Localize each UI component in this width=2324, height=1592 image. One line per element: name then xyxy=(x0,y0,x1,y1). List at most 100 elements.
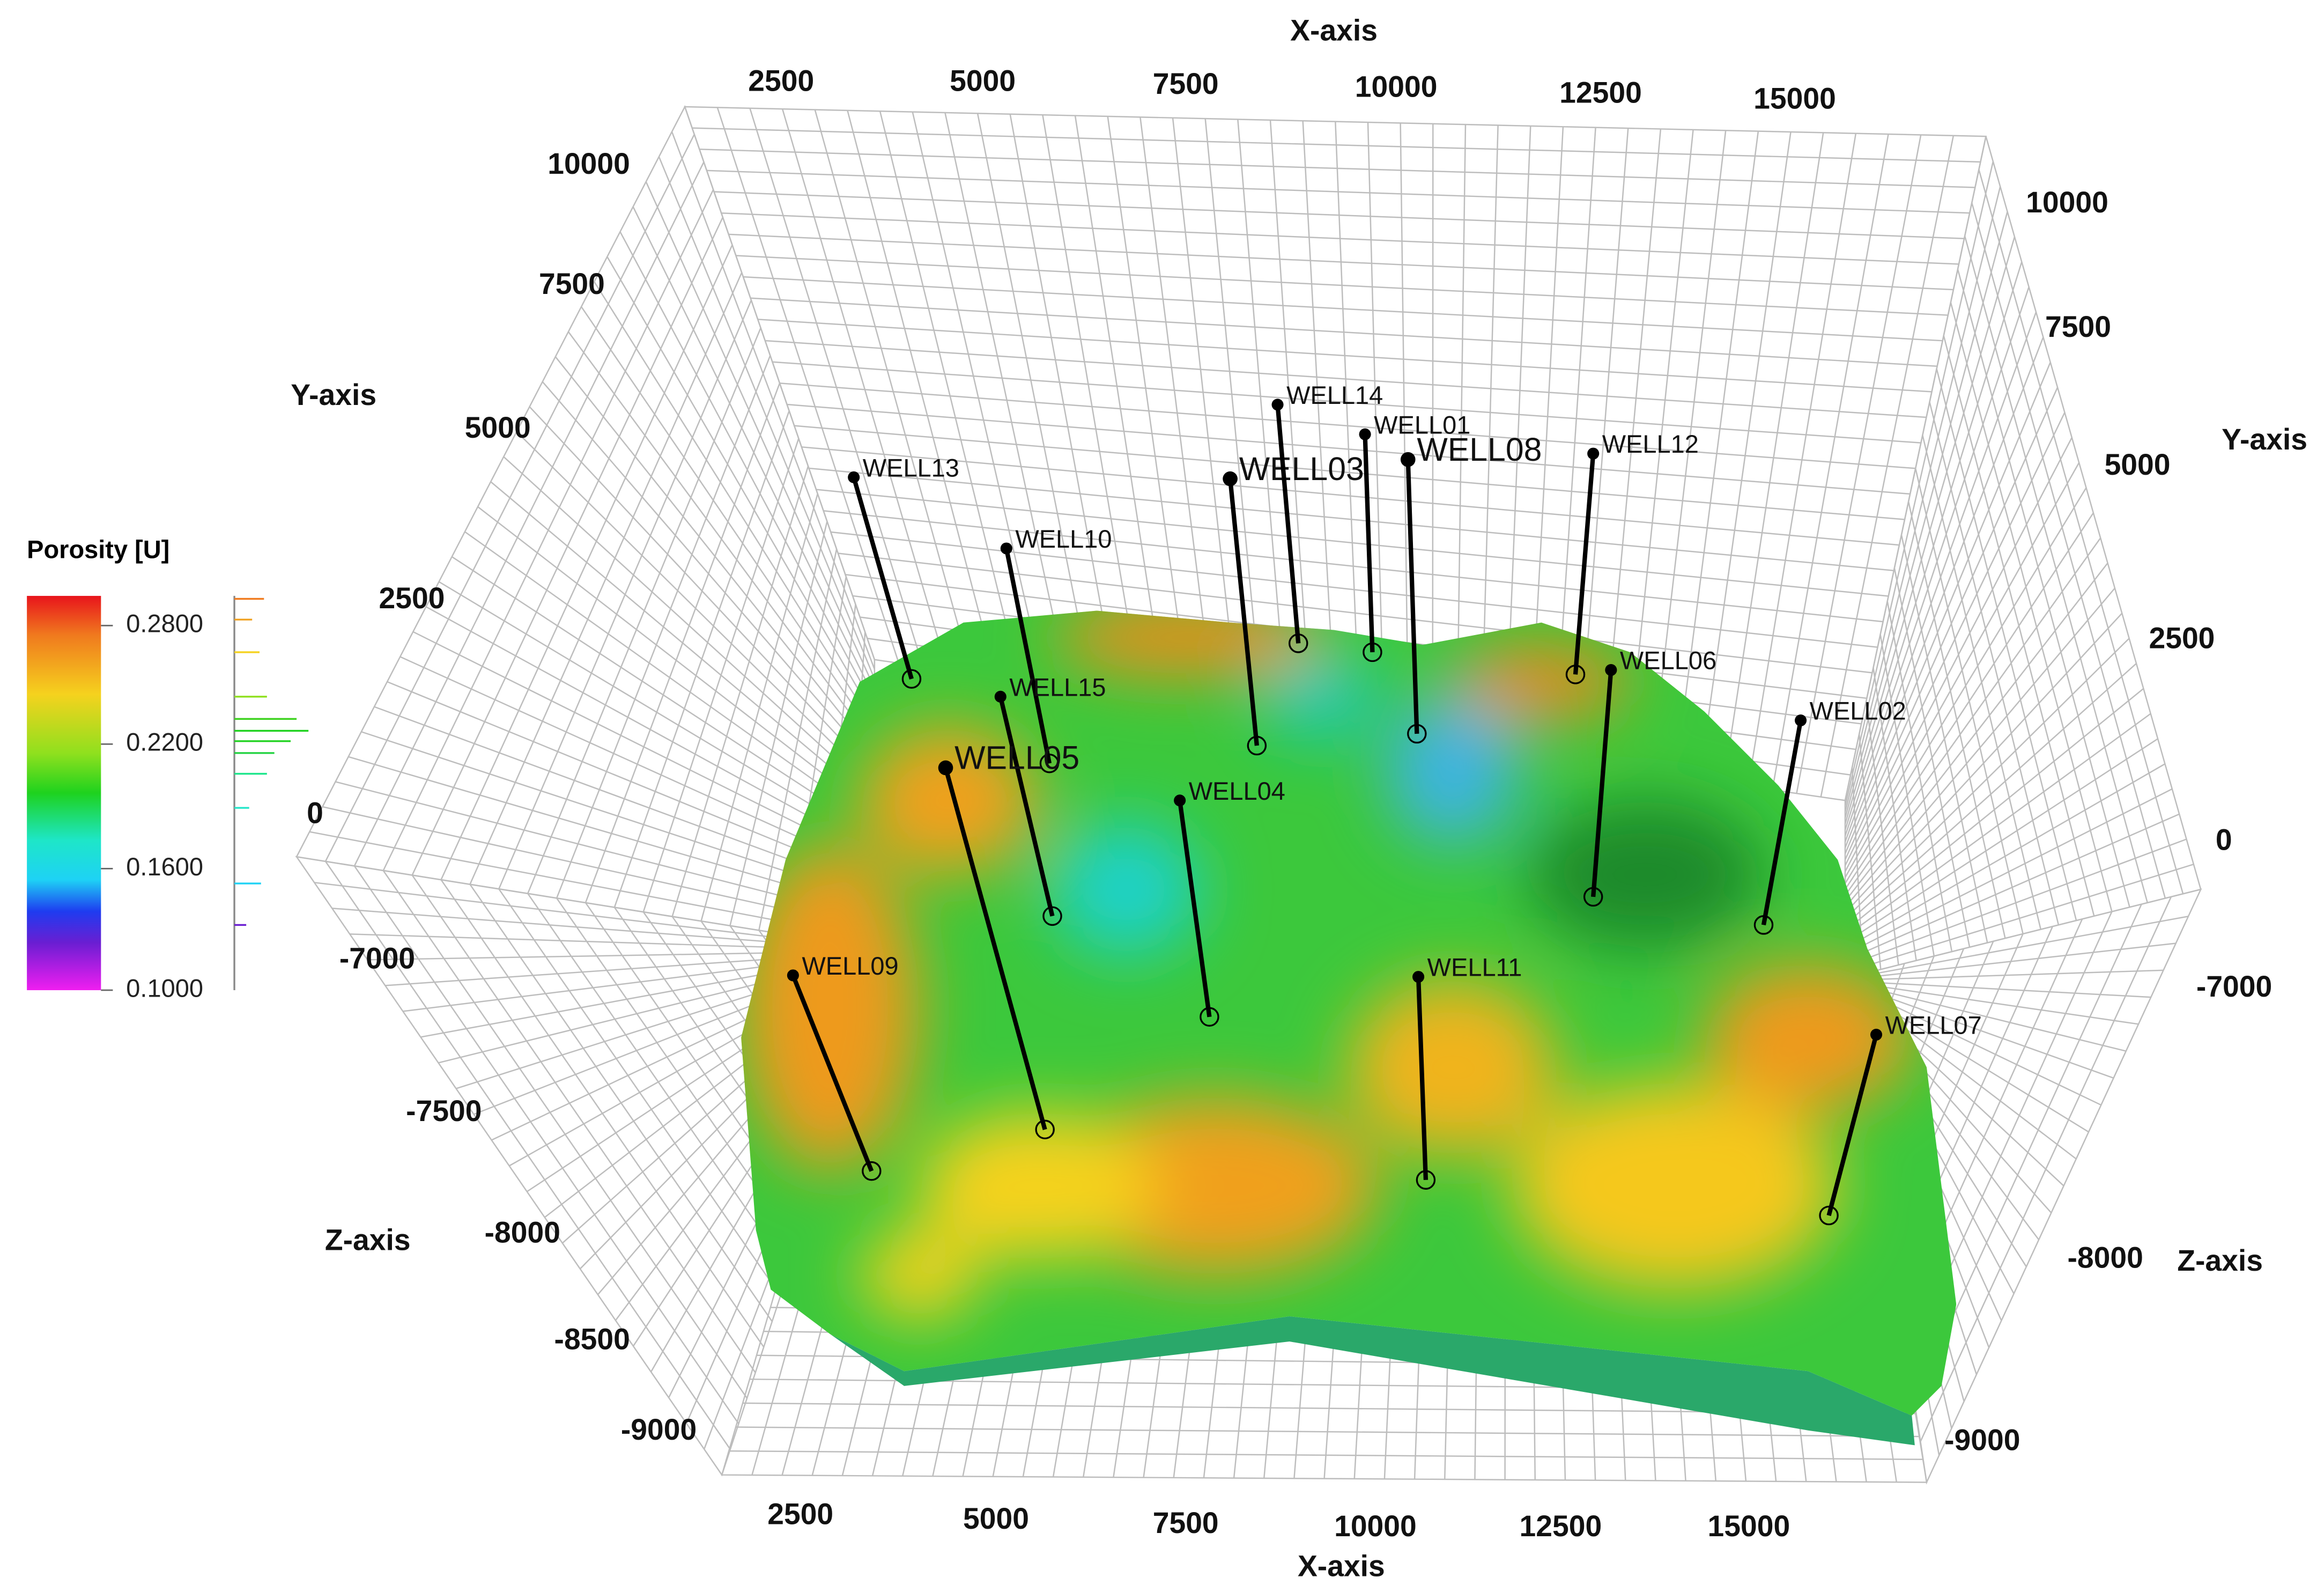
well-bottom xyxy=(862,1161,882,1181)
well-trajectory xyxy=(852,476,914,680)
color-bar xyxy=(27,595,101,991)
tick-label: 12500 xyxy=(1559,76,1642,109)
well-head xyxy=(1412,971,1425,983)
well-head xyxy=(787,969,799,982)
well-label: WELL10 xyxy=(1015,525,1112,553)
grid-line xyxy=(1844,186,2001,813)
axis-title: X-axis xyxy=(1290,13,1378,47)
grid-line xyxy=(779,382,1916,469)
grid-line xyxy=(594,281,875,728)
grid-line xyxy=(743,276,1943,342)
grid-line xyxy=(503,456,875,795)
tick-label: -8000 xyxy=(2067,1241,2143,1274)
grid-line xyxy=(1844,362,2051,854)
tick-label: 2500 xyxy=(2149,621,2215,654)
well-label: WELL12 xyxy=(1602,430,1699,458)
grid-line xyxy=(772,361,1921,444)
grid-line xyxy=(736,1426,1920,1438)
grid-line xyxy=(823,510,1883,623)
tick-label: 2500 xyxy=(748,64,814,97)
grid-line xyxy=(699,149,1975,188)
grid-line xyxy=(1844,412,2066,866)
legend-tick-label: 0.2200 xyxy=(126,728,203,756)
histogram xyxy=(233,595,309,991)
well-bottom xyxy=(1200,1007,1219,1027)
well-label: WELL02 xyxy=(1810,697,1906,725)
tick-label: -8500 xyxy=(554,1323,630,1356)
grid-line xyxy=(1845,663,2137,926)
tick-label: 5000 xyxy=(950,64,1016,97)
legend-title: Porosity [U] xyxy=(27,535,169,563)
grid-line xyxy=(1844,312,2037,843)
grid-face xyxy=(1844,136,2202,979)
grid-line xyxy=(1844,562,2108,902)
well-label: WELL15 xyxy=(1009,673,1106,701)
tick-label: -7000 xyxy=(339,941,415,975)
grid-line xyxy=(1845,763,2166,949)
tick-label: 5000 xyxy=(963,1502,1029,1535)
well-trajectory xyxy=(791,974,874,1172)
tick-label: 7500 xyxy=(1153,1506,1219,1539)
grid-line xyxy=(632,206,875,699)
grid-line xyxy=(452,556,875,834)
tick-label: 5000 xyxy=(465,411,531,444)
well-trajectory xyxy=(1227,478,1259,746)
grid-line xyxy=(1844,237,2016,824)
well-head xyxy=(1400,452,1416,467)
well-bottom xyxy=(1039,753,1060,773)
well-head xyxy=(1359,428,1371,440)
tick-label: -9000 xyxy=(1944,1423,2020,1456)
legend-tick-label: 0.2800 xyxy=(126,609,203,638)
grid-line xyxy=(529,406,875,776)
grid-line xyxy=(542,381,875,766)
tick-label: 10000 xyxy=(1334,1509,1417,1543)
grid-line xyxy=(554,356,875,757)
grid-line xyxy=(567,331,875,747)
grid-line xyxy=(1845,688,2144,932)
axis-title: Y-axis xyxy=(2222,423,2307,456)
grid-line xyxy=(801,446,1900,546)
tick-label: 15000 xyxy=(1753,82,1836,115)
well-trajectory xyxy=(1363,434,1375,653)
grid-line xyxy=(1845,587,2115,908)
well-label: WELL13 xyxy=(863,453,959,482)
grid-line xyxy=(750,297,1937,367)
porosity-surface xyxy=(741,610,1957,1446)
well-head xyxy=(848,471,860,483)
grid-line xyxy=(1844,337,2044,849)
grid-line xyxy=(1845,638,2130,920)
grid-line xyxy=(581,306,875,738)
well-label: WELL03 xyxy=(1239,451,1364,487)
grid-line xyxy=(1846,981,2139,1025)
well-bottom xyxy=(1035,1119,1055,1140)
well-trajectory xyxy=(998,696,1055,917)
well-trajectory xyxy=(1416,976,1429,1180)
well-trajectory xyxy=(1405,459,1419,734)
well-trajectory xyxy=(943,767,1047,1130)
grid-line xyxy=(721,212,1959,265)
tick-label: -7000 xyxy=(2196,970,2272,1003)
tick-label: 7500 xyxy=(2045,310,2111,343)
surface-edge xyxy=(830,1316,1915,1446)
well-head xyxy=(1870,1028,1883,1041)
grid-line xyxy=(1844,387,2059,860)
well-bottom xyxy=(1753,915,1774,935)
well-head xyxy=(1605,664,1617,676)
well-bottom xyxy=(1407,724,1427,744)
well-bottom xyxy=(1289,633,1308,653)
axis-title: Z-axis xyxy=(2177,1244,2263,1277)
grid-line xyxy=(736,255,1948,316)
grid-line xyxy=(728,233,1953,291)
grid-line xyxy=(1844,261,2023,830)
tick-label: 12500 xyxy=(1520,1509,1602,1543)
grid-line xyxy=(809,467,1894,571)
axis-title: Z-axis xyxy=(325,1223,411,1256)
grid-line xyxy=(1845,838,2187,967)
well-label: WELL04 xyxy=(1189,777,1285,805)
grid-line xyxy=(816,489,1889,597)
tick-label: 2500 xyxy=(379,581,445,615)
grid-line xyxy=(706,169,1970,214)
grid-line xyxy=(1846,980,2151,998)
color-legend: Porosity [U] 0.2800 0.2200 0.1600 0.1000 xyxy=(27,535,309,1002)
tick-label: 0 xyxy=(307,797,323,830)
